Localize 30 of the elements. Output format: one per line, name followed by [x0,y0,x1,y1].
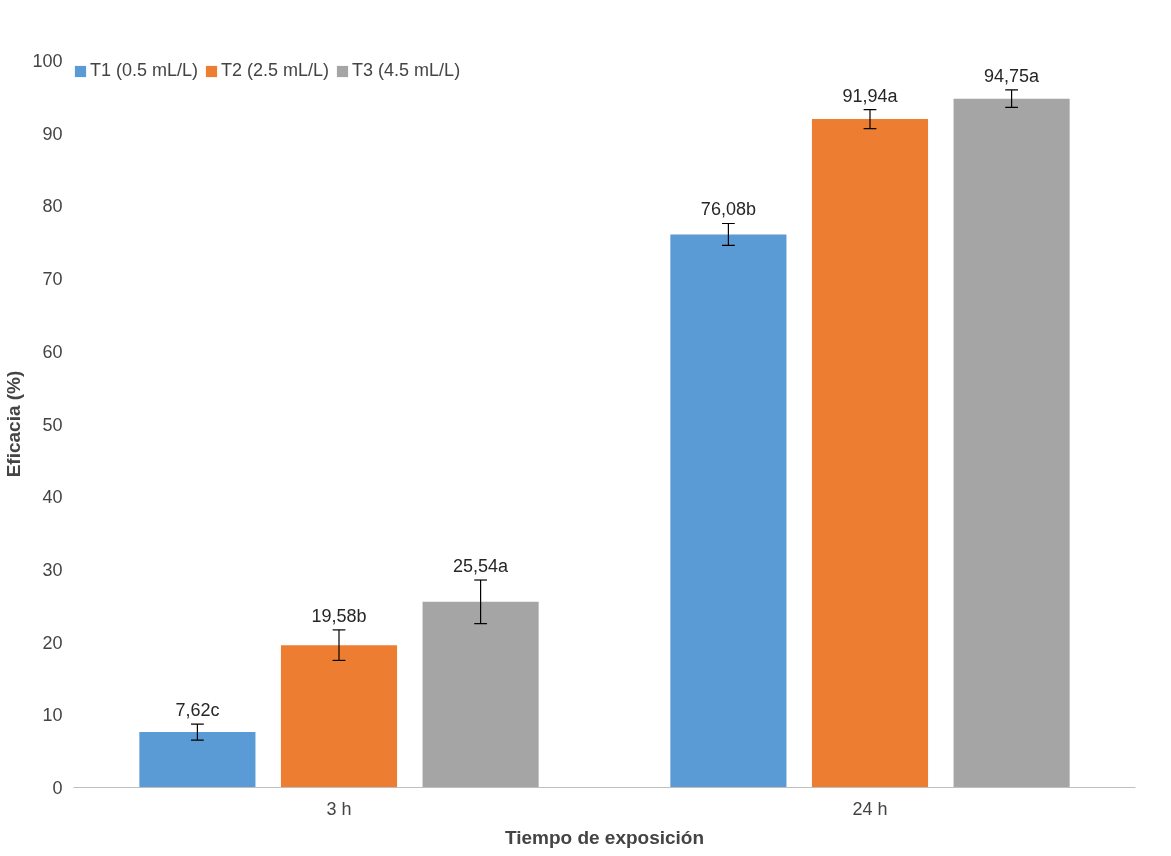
y-tick-label: 60 [42,341,63,362]
y-tick-label: 90 [42,123,63,144]
y-tick-label: 20 [42,632,63,653]
data-label: 25,54a [453,556,510,577]
y-tick-label: 80 [42,196,63,217]
legend-label: T3 (4.5 mL/L) [352,60,461,81]
y-tick-label: 100 [32,51,63,71]
y-tick-label: 50 [42,414,63,435]
x-tick-label: 3 h [326,798,352,819]
bar [811,119,929,788]
y-tick-label: 40 [42,487,63,508]
bar [670,234,787,788]
y-axis-title: Eficacia (%) [3,370,25,478]
data-label: 94,75a [984,65,1041,86]
y-tick-label: 30 [42,559,63,580]
bar [139,732,256,788]
bar [280,645,398,788]
data-label: 7,62c [175,700,220,721]
y-tick-label: 70 [42,269,63,290]
data-label: 19,58b [311,605,367,626]
y-tick-label: 10 [42,705,63,726]
legend-label: T1 (0.5 mL/L) [90,60,199,81]
x-tick-label: 24 h [852,798,888,819]
data-label: 76,08b [700,199,756,220]
bar [422,601,539,788]
data-label: 91,94a [842,85,899,106]
y-tick-label: 0 [52,778,63,798]
x-axis-title: Tiempo de exposición [504,826,705,848]
legend-label: T2 (2.5 mL/L) [221,60,330,81]
bar [953,98,1070,788]
